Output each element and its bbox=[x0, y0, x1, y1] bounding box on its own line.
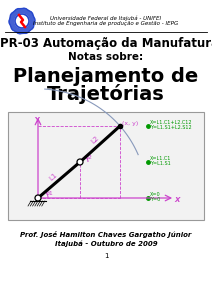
Circle shape bbox=[77, 159, 83, 165]
Text: θ2: θ2 bbox=[85, 155, 93, 160]
Text: L1: L1 bbox=[48, 172, 58, 182]
Text: L2: L2 bbox=[90, 135, 100, 145]
Text: Planejamento de: Planejamento de bbox=[13, 67, 199, 85]
Text: (x, y): (x, y) bbox=[122, 121, 138, 126]
Text: X=0: X=0 bbox=[150, 192, 161, 197]
Text: Universidade Federal de Itajubá - UNIFEI: Universidade Federal de Itajubá - UNIFEI bbox=[50, 15, 162, 21]
Polygon shape bbox=[9, 8, 35, 34]
Text: θ1: θ1 bbox=[46, 191, 54, 196]
Text: 1: 1 bbox=[104, 253, 108, 259]
Text: Y=L1.S1: Y=L1.S1 bbox=[150, 161, 171, 166]
Text: Y: Y bbox=[34, 117, 39, 123]
Text: X=L1.C1+L2.C12: X=L1.C1+L2.C12 bbox=[150, 120, 192, 125]
Text: EPR-03 Automação da Manufatura: EPR-03 Automação da Manufatura bbox=[0, 38, 212, 50]
Circle shape bbox=[15, 14, 29, 28]
Text: Y=0: Y=0 bbox=[150, 197, 160, 202]
Text: Trajetórias: Trajetórias bbox=[47, 84, 165, 104]
Text: Y=L1.S1+L2.S12: Y=L1.S1+L2.S12 bbox=[150, 125, 192, 130]
Text: X=L1.C1: X=L1.C1 bbox=[150, 156, 171, 161]
Bar bbox=[8, 112, 204, 220]
Text: X: X bbox=[174, 197, 179, 203]
Circle shape bbox=[35, 195, 41, 201]
Text: Prof. José Hamilton Chaves Gargatho Júnior: Prof. José Hamilton Chaves Gargatho Júni… bbox=[20, 232, 192, 238]
Text: Instituto de Engenharia de produção e Gestão - IEPG: Instituto de Engenharia de produção e Ge… bbox=[33, 22, 179, 26]
Text: Itajubá - Outubro de 2009: Itajubá - Outubro de 2009 bbox=[55, 241, 157, 247]
Text: Notas sobre:: Notas sobre: bbox=[68, 52, 144, 62]
